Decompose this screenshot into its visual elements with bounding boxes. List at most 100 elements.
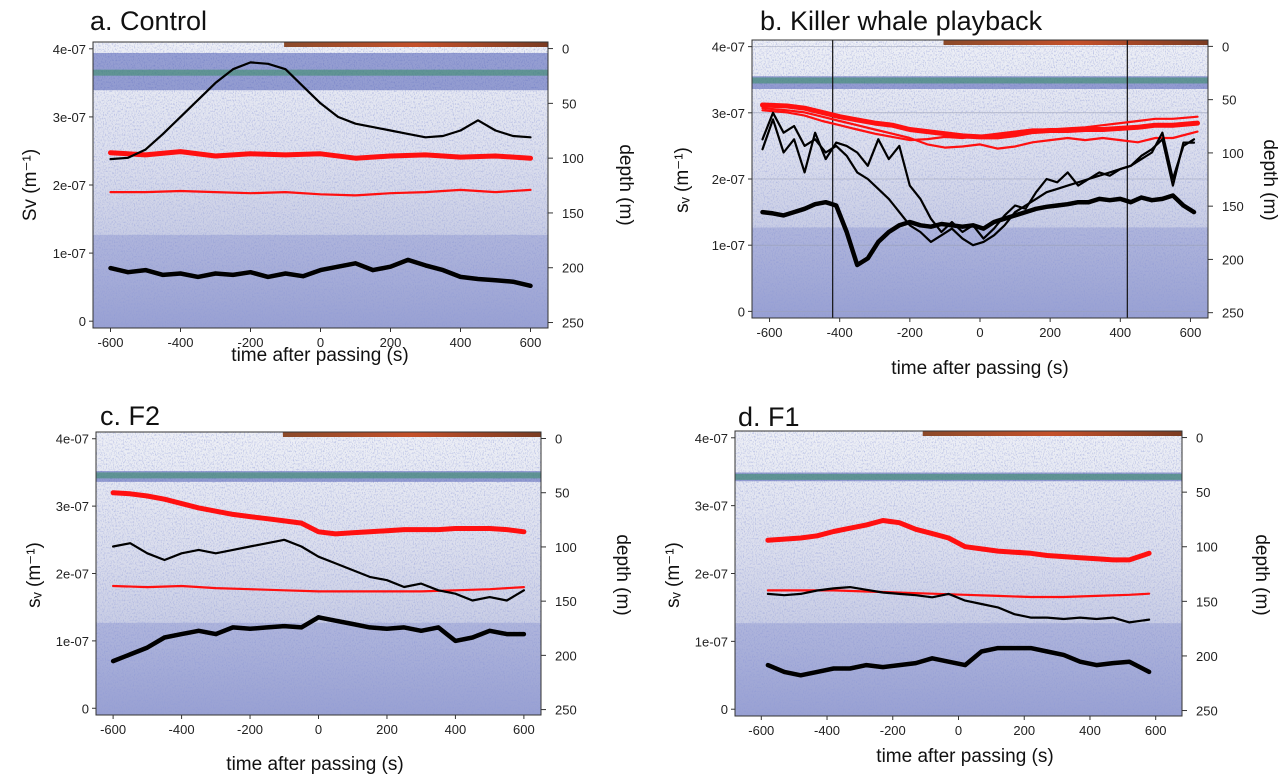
panel-d-plot: -600 -400 -200 0 200 400 600 0 1e-07 2e-07 3e-07 4e… (695, 431, 1218, 738)
y2-tick-label: 50 (562, 96, 576, 111)
y-tick-label: 3e-07 (712, 106, 745, 121)
y-tick-label: 0 (82, 701, 89, 716)
y2-tick-label: 200 (1196, 649, 1218, 664)
y2-tick-label: 250 (555, 703, 577, 718)
panel-a-series-3-line (109, 61, 532, 161)
panel-c-echogram-image (96, 432, 541, 715)
y2-tick-label: 0 (1222, 39, 1229, 54)
x-tick-label: 600 (1180, 325, 1202, 340)
panel-c-series-1-line (110, 490, 527, 537)
y-tick-label: 0 (79, 314, 86, 329)
panel-d-frame (734, 430, 1183, 717)
y2-tick-label: 100 (562, 151, 584, 166)
x-tick-label: 0 (315, 722, 322, 737)
y-tick-label: 2e-07 (56, 567, 89, 582)
panel-a-y-axis-label: Sv (m⁻¹) (20, 149, 41, 221)
panel-c-plot: -600 -400 -200 0 200 400 600 0 1e-07 2e-07 3e-07 4e… (56, 432, 577, 737)
x-tick-label: 200 (1039, 325, 1061, 340)
y-tick-label: 1e-07 (695, 634, 728, 649)
x-tick-label: -600 (100, 722, 126, 737)
x-tick-label: 400 (1079, 723, 1101, 738)
panel-c-series-4-line (110, 615, 527, 664)
y-tick-label: 0 (738, 304, 745, 319)
x-tick-label: 600 (520, 335, 542, 350)
panel-d-series-1-line (765, 518, 1152, 563)
x-tick-label: 400 (1109, 325, 1131, 340)
x-tick-label: 200 (380, 335, 402, 350)
panel-a-title: a. Control (90, 6, 207, 36)
panel-b-x-axis-label: time after passing (s) (891, 358, 1068, 379)
y2-tick-label: 150 (555, 594, 577, 609)
panel-d-series-2-line (766, 589, 1151, 599)
panel-b-y2-axis-label: depth (m) (1259, 139, 1280, 220)
y-tick-label: 4e-07 (712, 40, 745, 55)
panel-c-frame (95, 431, 542, 716)
panel-b-series-5-line (761, 111, 1196, 247)
panel-a-series-1-line (108, 149, 533, 161)
y2-tick-label: 50 (1222, 93, 1236, 108)
panel-c-series-3-line (111, 538, 526, 602)
panel-a-plot: -600 -400 -200 0 200 400 600 0 1e-07 2e-07 3e-07 4e… (53, 42, 584, 350)
y-tick-label: 1e-07 (56, 634, 89, 649)
panel-b-title: b. Killer whale playback (760, 6, 1043, 36)
x-tick-label: 400 (445, 722, 467, 737)
panel-a-series-2-line (109, 188, 532, 197)
panel-c-title: c. F2 (100, 401, 160, 431)
panel-b: b. Killer whale playback -600 -400 -200 0 20… (672, 6, 1280, 379)
x-tick-label: -600 (97, 335, 123, 350)
y-tick-label: 2e-07 (712, 172, 745, 187)
panel-c-echogram (96, 432, 541, 715)
x-tick-label: -200 (897, 325, 923, 340)
panel-d-title: d. F1 (738, 402, 800, 432)
panel-a-echogram (93, 42, 548, 328)
x-tick-label: -400 (814, 723, 840, 738)
y2-tick-label: 50 (1196, 485, 1210, 500)
x-tick-label: -200 (237, 335, 263, 350)
panel-a-series-4-line (108, 257, 533, 289)
panel-d-echogram (735, 431, 1182, 716)
y2-tick-label: 100 (1196, 540, 1218, 555)
y-tick-label: 3e-07 (695, 499, 728, 514)
panel-b-series-6-line (760, 193, 1197, 268)
x-tick-label: -600 (757, 325, 783, 340)
panel-d-y2-axis-label: depth (m) (1251, 534, 1272, 615)
x-tick-label: 0 (976, 325, 983, 340)
x-tick-label: 200 (1013, 723, 1035, 738)
y2-tick-label: 250 (562, 316, 584, 331)
y-tick-label: 4e-07 (56, 432, 89, 447)
x-tick-label: 400 (450, 335, 472, 350)
panel-c-x-axis-label: time after passing (s) (226, 754, 403, 775)
y2-tick-label: 200 (555, 648, 577, 663)
y-tick-label: 2e-07 (695, 567, 728, 582)
y2-tick-label: 0 (1196, 431, 1203, 446)
panel-b-series-2-line (761, 109, 1199, 142)
panel-d-series-4-line (765, 645, 1152, 678)
panel-d-series-3-line (766, 585, 1151, 624)
panel-a-frame (92, 41, 549, 329)
y2-tick-label: 100 (555, 540, 577, 555)
panel-c: c. F2 -600 -400 -200 0 200 400 600 0 1e-07 2e-07 3… (24, 401, 633, 775)
y2-tick-label: 250 (1196, 704, 1218, 719)
panel-c-y-axis-label: sᵥ (m⁻¹) (24, 542, 45, 608)
y2-tick-label: 100 (1222, 146, 1244, 161)
panel-a-y2-axis-label: depth (m) (615, 144, 636, 225)
x-tick-label: 0 (317, 335, 324, 350)
panel-a-x-axis-label: time after passing (s) (231, 345, 408, 366)
x-tick-label: -200 (237, 722, 263, 737)
y-tick-label: 0 (721, 702, 728, 717)
y2-tick-label: 150 (562, 206, 584, 221)
y-tick-label: 4e-07 (695, 431, 728, 446)
y-tick-label: 3e-07 (56, 499, 89, 514)
x-tick-label: 600 (513, 722, 535, 737)
x-tick-label: -400 (169, 722, 195, 737)
x-tick-label: -400 (167, 335, 193, 350)
panel-b-y-axis-label: sᵥ (m⁻¹) (672, 147, 693, 213)
y2-tick-label: 0 (555, 432, 562, 447)
panel-c-y2-axis-label: depth (m) (612, 534, 633, 615)
y2-tick-label: 0 (562, 42, 569, 57)
y2-tick-label: 200 (562, 261, 584, 276)
panel-a-echogram-image (93, 42, 548, 328)
y2-tick-label: 250 (1222, 306, 1244, 321)
y-tick-label: 2e-07 (53, 178, 86, 193)
